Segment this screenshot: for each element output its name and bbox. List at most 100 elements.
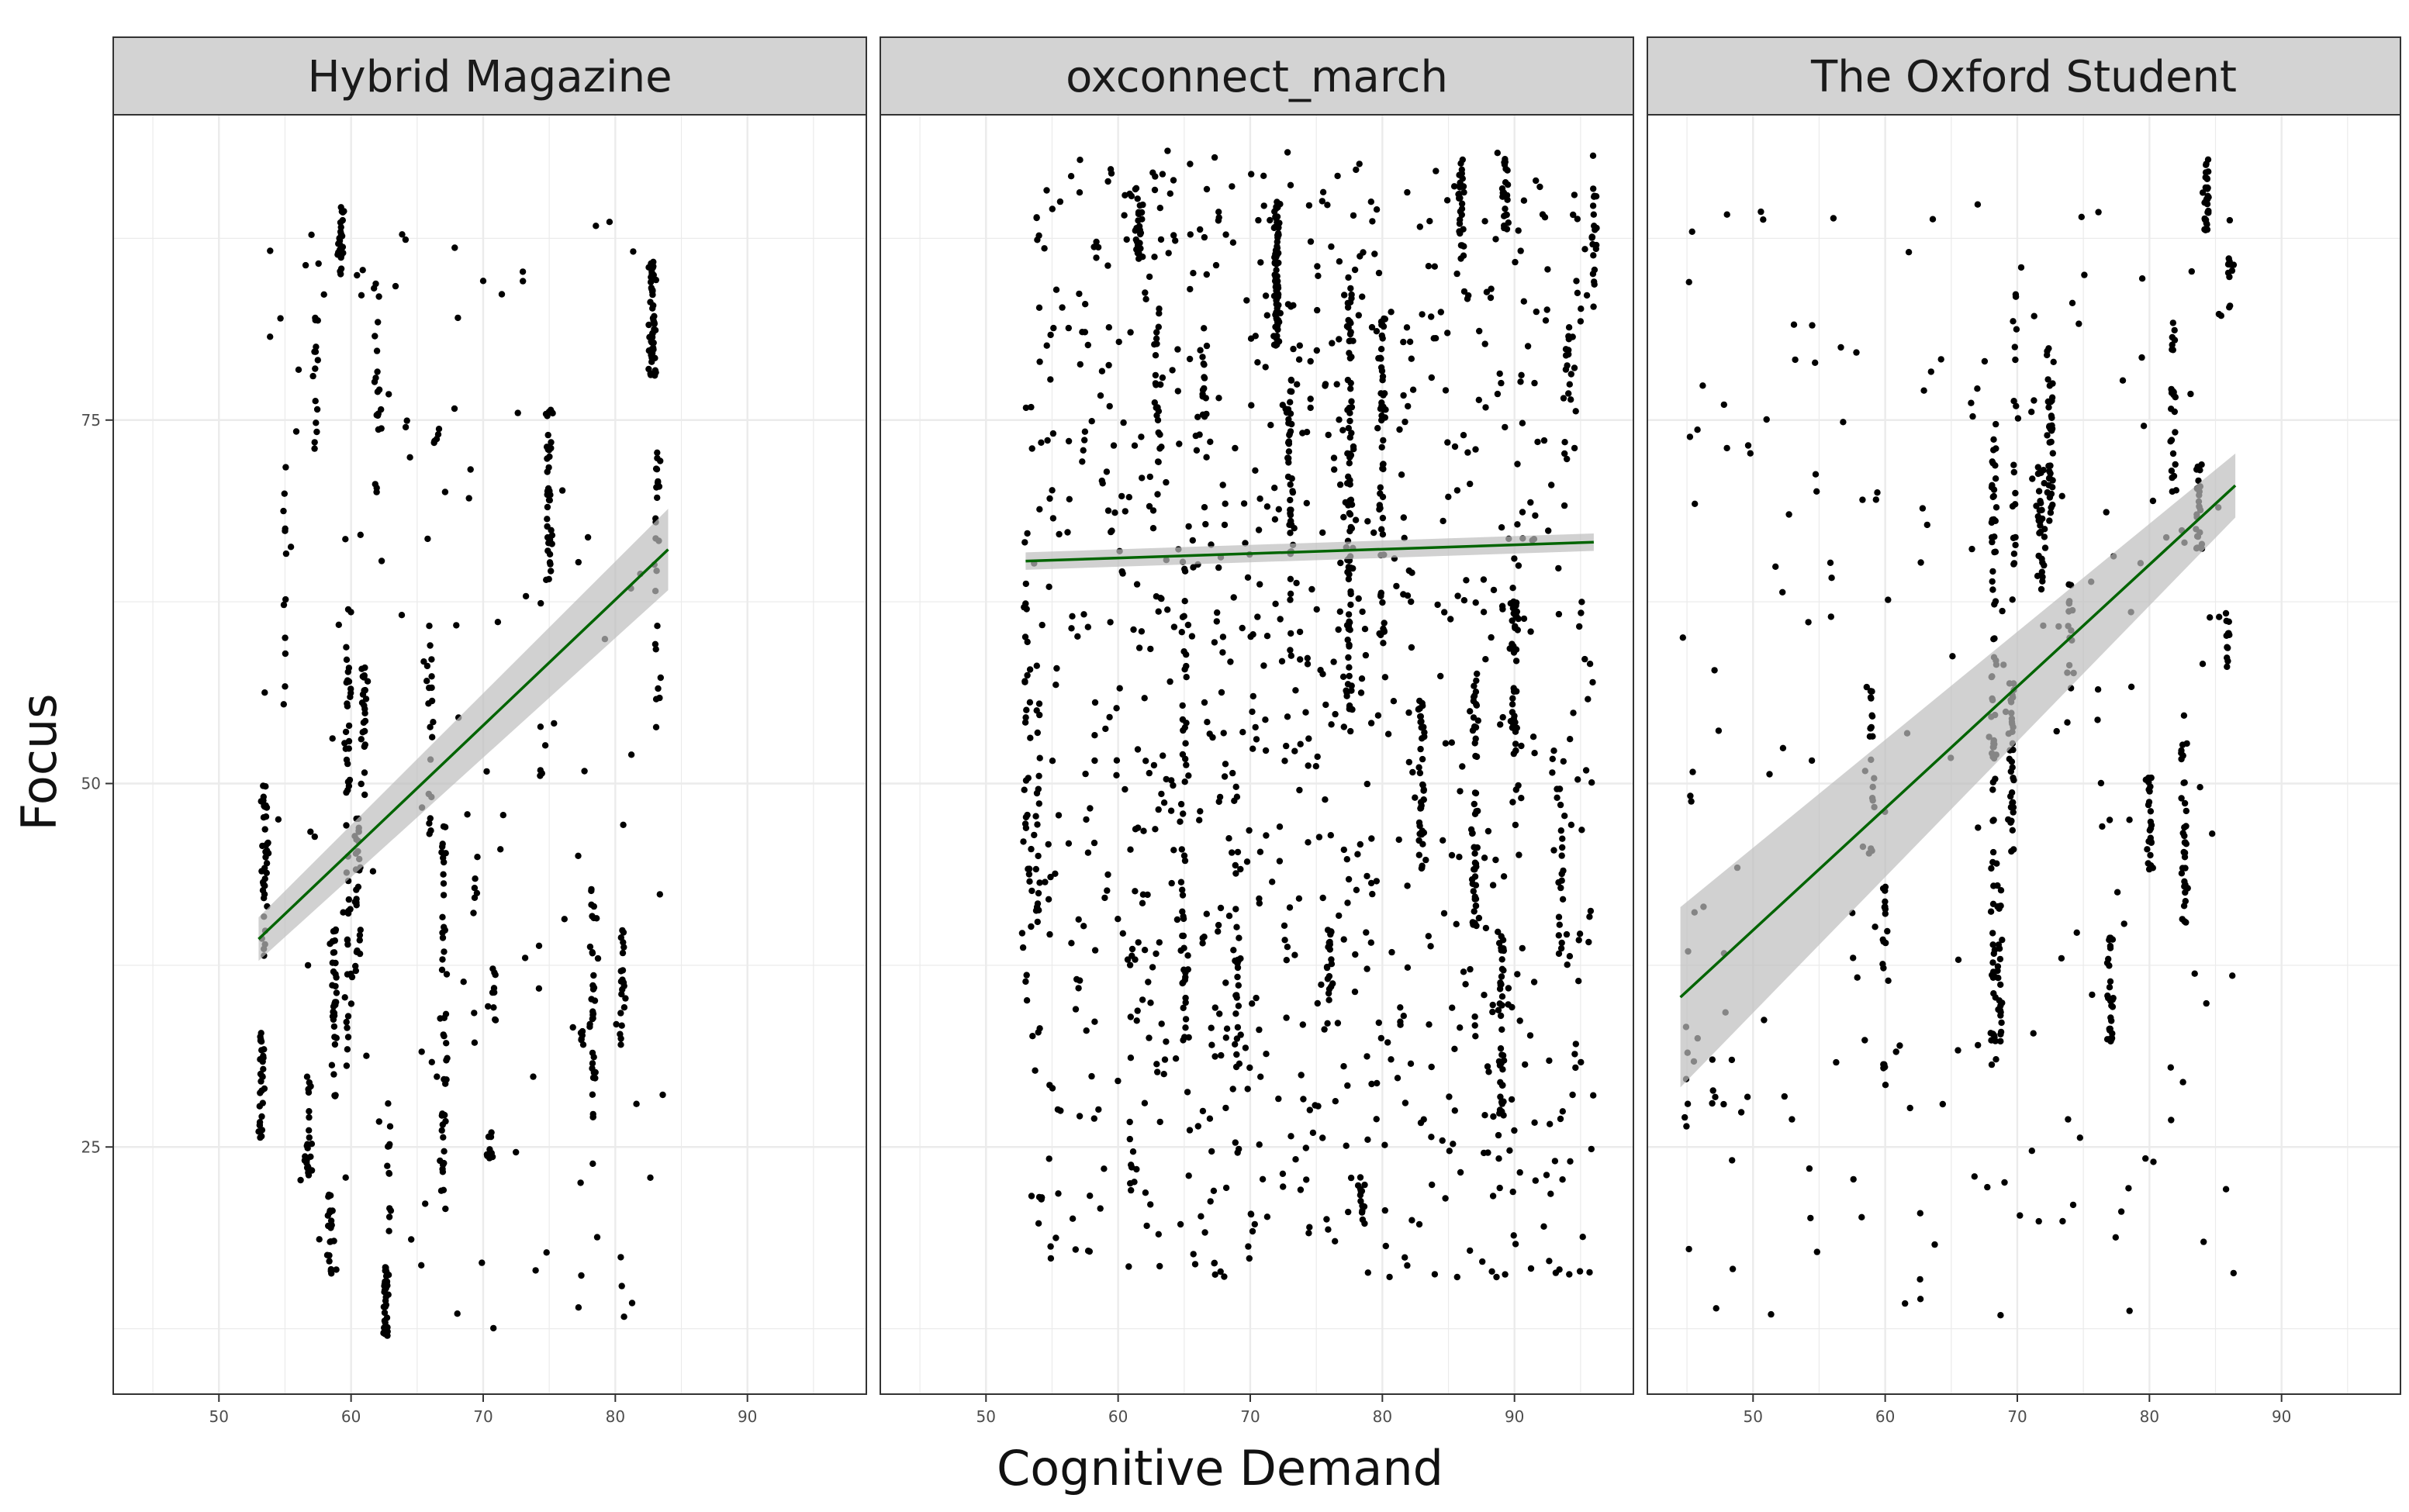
data-point — [423, 678, 430, 685]
data-point — [1498, 993, 1506, 1000]
data-point — [347, 689, 354, 696]
data-point — [1273, 203, 1280, 210]
data-point — [359, 729, 366, 736]
data-point — [1104, 262, 1111, 269]
data-point — [1789, 1116, 1796, 1123]
data-point — [1263, 312, 1271, 319]
data-point — [1975, 1041, 1982, 1049]
data-point — [544, 491, 551, 499]
data-point — [1257, 1073, 1264, 1080]
data-point — [2207, 614, 2214, 621]
data-point — [1052, 870, 1059, 878]
data-point — [331, 1034, 338, 1041]
data-point — [2010, 775, 2017, 782]
data-point — [2009, 799, 2016, 806]
data-point — [1555, 913, 1563, 920]
data-point — [1249, 692, 1257, 700]
data-point — [1029, 1033, 1036, 1040]
data-point — [1273, 287, 1280, 294]
data-point — [423, 662, 431, 670]
data-point — [1314, 753, 1321, 761]
data-point — [1350, 337, 1357, 344]
data-point — [372, 333, 378, 340]
data-point — [1254, 359, 1261, 366]
data-point — [1038, 439, 1045, 446]
data-point — [1514, 461, 1521, 468]
data-point — [1153, 593, 1160, 600]
data-point — [1158, 444, 1165, 450]
data-point — [261, 1085, 268, 1093]
data-point — [1104, 507, 1112, 514]
data-point — [1460, 188, 1467, 196]
data-point — [1405, 758, 1413, 766]
data-point — [1439, 1137, 1446, 1144]
data-point — [1561, 439, 1568, 446]
data-point — [2006, 755, 2013, 762]
data-point — [2012, 533, 2019, 541]
data-point — [1554, 785, 1560, 792]
data-point — [1234, 848, 1242, 856]
data-point — [1812, 471, 1820, 478]
data-point — [1026, 699, 1034, 706]
data-point — [1319, 1134, 1326, 1141]
data-point — [1880, 965, 1887, 972]
data-point — [2224, 644, 2231, 651]
data-point — [1512, 623, 1519, 630]
data-point — [1091, 947, 1099, 954]
data-point — [1076, 1113, 1084, 1120]
data-point — [281, 490, 288, 497]
data-point — [544, 516, 551, 523]
data-point — [1121, 212, 1128, 219]
data-point — [2200, 1238, 2207, 1245]
data-point — [2048, 414, 2055, 421]
data-point — [1180, 979, 1187, 986]
data-point — [1206, 1115, 1214, 1122]
data-point — [2178, 870, 2186, 877]
data-point — [345, 665, 353, 671]
data-point — [1284, 473, 1292, 481]
data-point — [2009, 596, 2016, 603]
data-point — [575, 852, 582, 860]
data-point — [1428, 313, 1435, 320]
data-point — [1476, 327, 1483, 335]
data-point — [1456, 195, 1463, 202]
data-point — [1363, 780, 1371, 788]
data-point — [1812, 359, 1819, 366]
data-point — [2183, 823, 2190, 830]
data-point — [372, 375, 379, 381]
data-point — [282, 525, 289, 532]
data-point — [1428, 374, 1436, 381]
data-point — [305, 1169, 312, 1176]
data-point — [1246, 1255, 1253, 1262]
data-point — [2029, 475, 2036, 482]
data-point — [358, 292, 365, 299]
data-point — [1232, 1139, 1239, 1146]
data-point — [1305, 1230, 1312, 1237]
data-point — [1211, 1053, 1218, 1060]
data-point — [1193, 447, 1201, 454]
data-point — [2041, 544, 2049, 551]
data-point — [1181, 857, 1189, 865]
data-point — [617, 1254, 624, 1261]
data-point — [620, 944, 627, 951]
data-point — [1347, 379, 1354, 387]
data-point — [649, 291, 656, 299]
data-point — [2017, 1212, 2024, 1219]
data-point — [1326, 946, 1334, 953]
data-point — [1034, 821, 1041, 828]
data-point — [2169, 450, 2177, 457]
data-point — [1105, 361, 1112, 369]
data-point — [1377, 592, 1384, 599]
data-point — [1395, 836, 1402, 844]
data-point — [1290, 345, 1297, 353]
data-point — [1833, 1058, 1840, 1066]
data-point — [361, 791, 368, 799]
data-point — [1347, 319, 1354, 326]
data-point — [1170, 782, 1177, 789]
data-point — [1047, 331, 1054, 339]
data-point — [439, 1169, 447, 1175]
data-point — [1028, 887, 1035, 895]
data-point — [267, 333, 274, 340]
data-point — [1236, 934, 1243, 941]
data-point — [1105, 324, 1113, 331]
